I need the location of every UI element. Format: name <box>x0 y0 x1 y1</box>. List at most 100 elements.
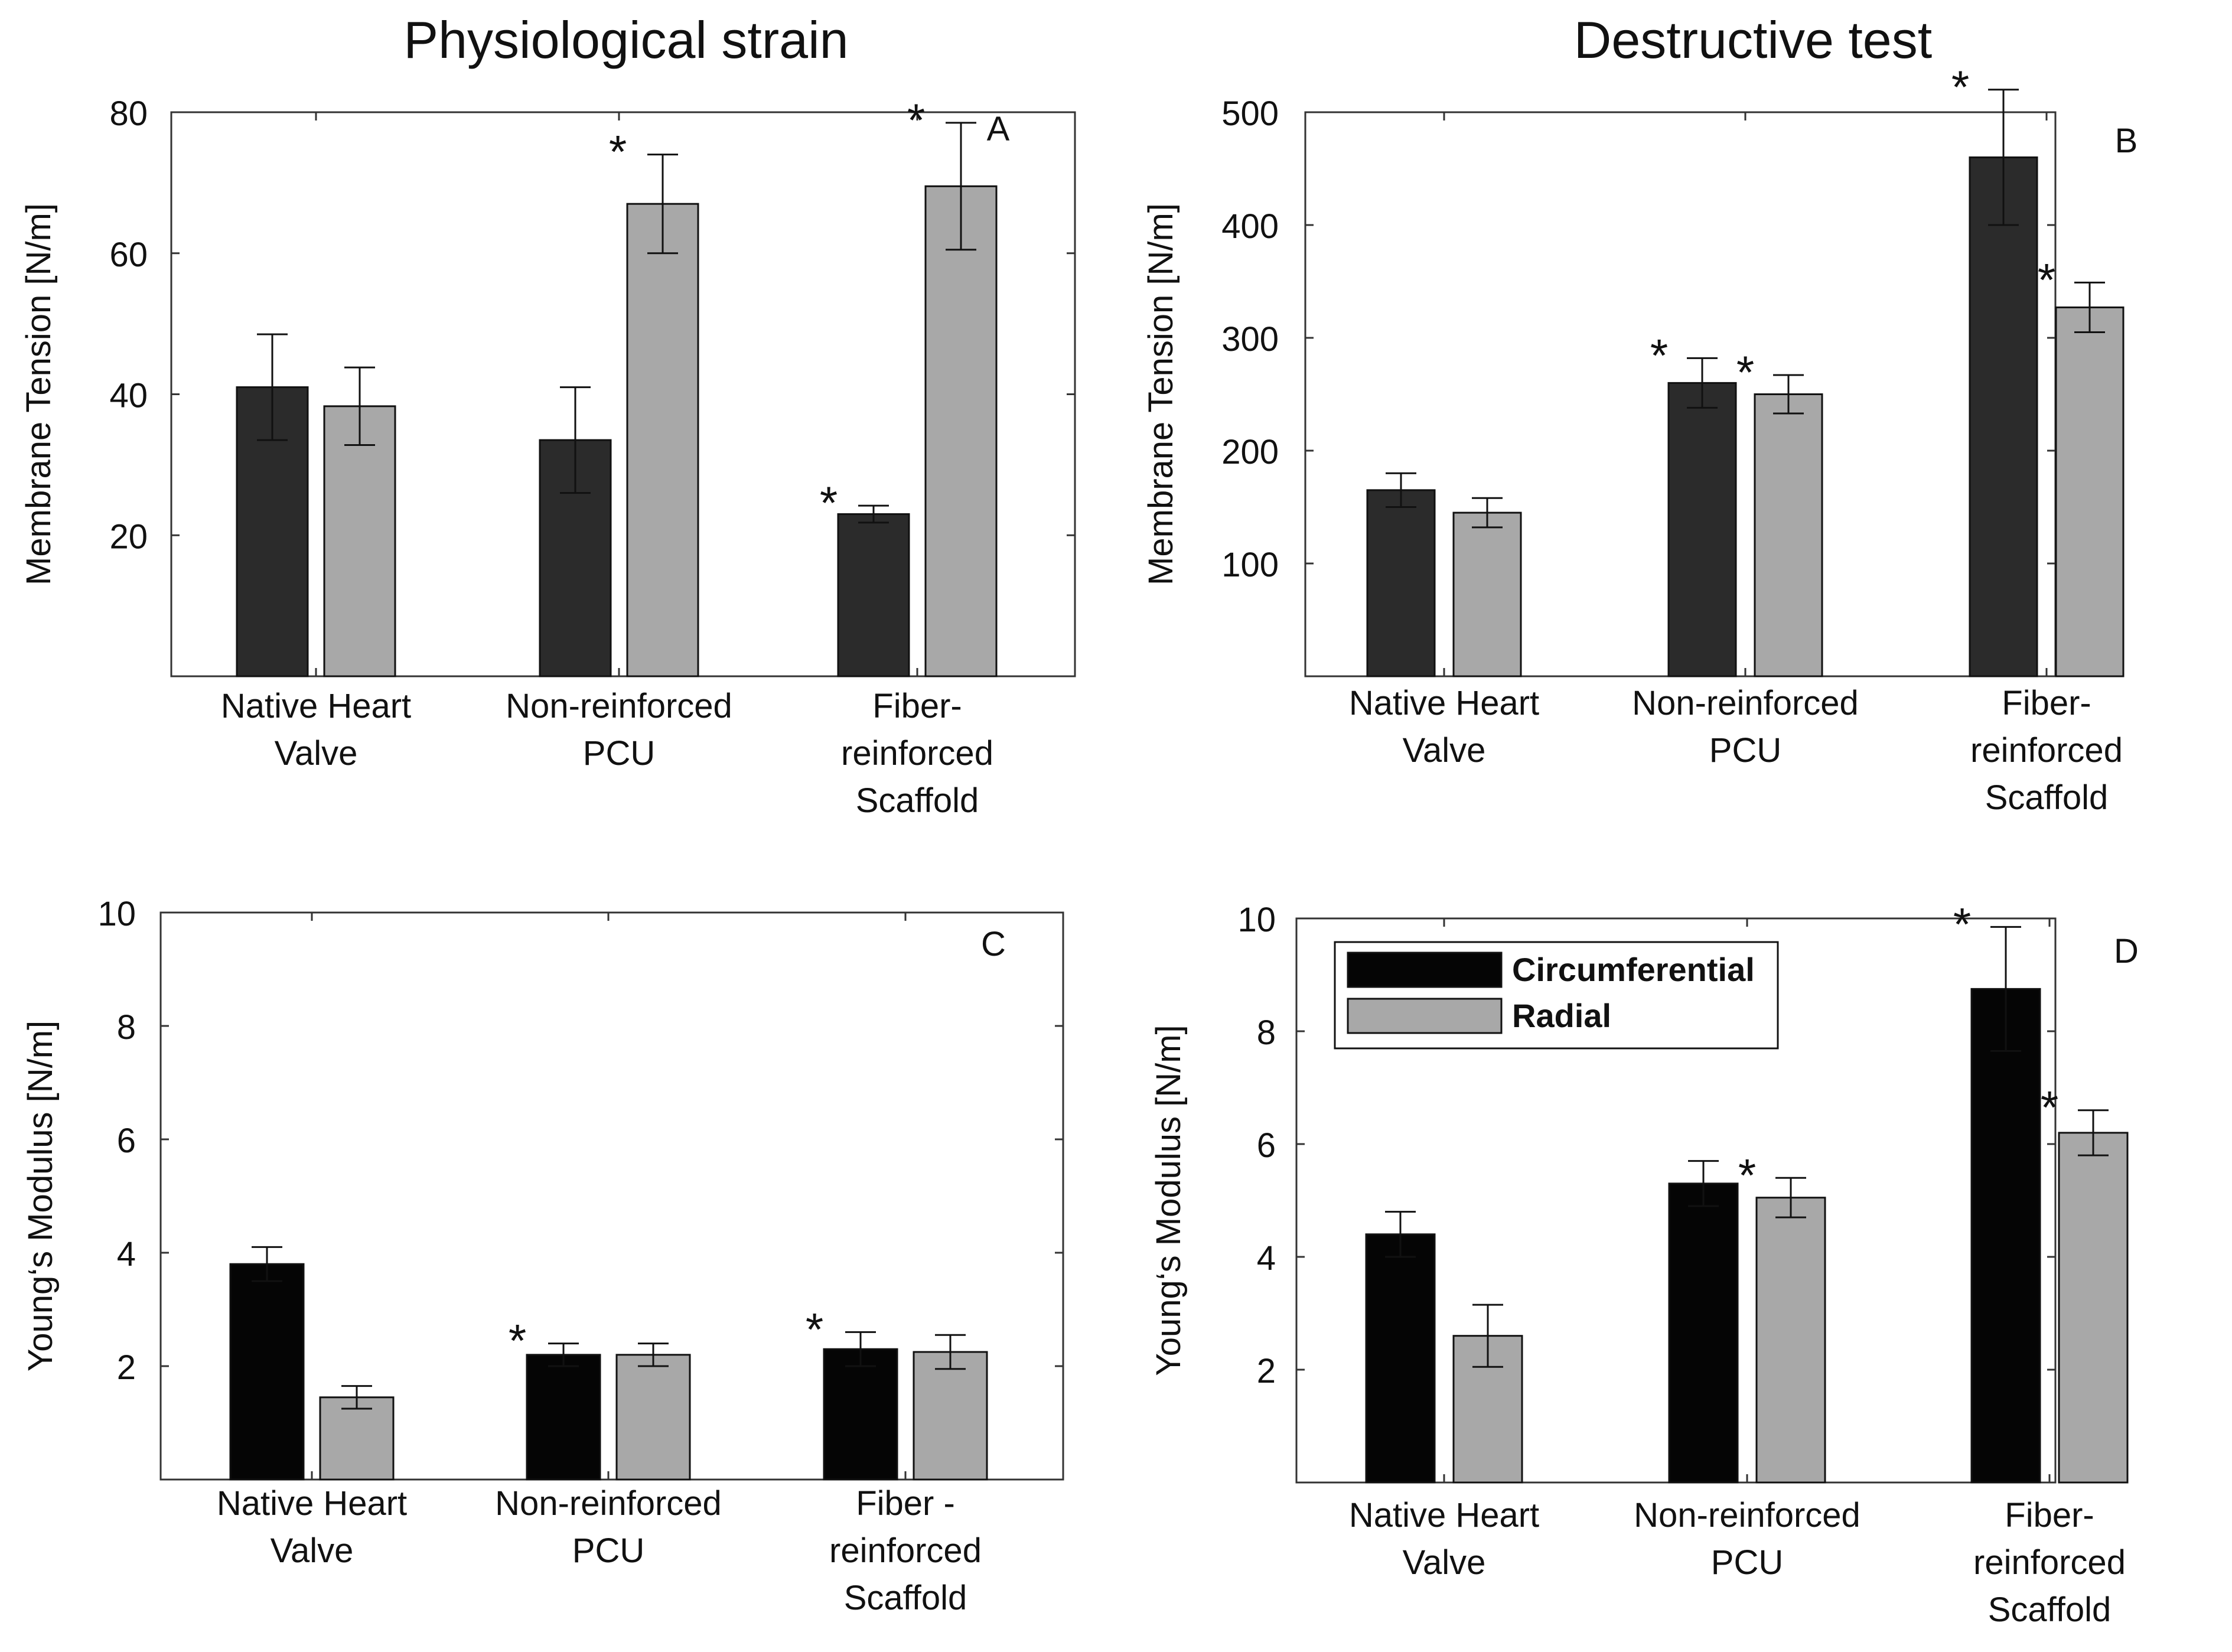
y-axis-label: Membrane Tension [N/m] <box>1142 203 1180 585</box>
y-tick-label: 40 <box>109 377 148 415</box>
bar-circumferential <box>1668 1182 1739 1484</box>
y-tick-label: 200 <box>1221 433 1279 471</box>
significance-star: * <box>609 126 627 178</box>
y-tick-label: 80 <box>109 95 148 133</box>
significance-star: * <box>1650 329 1668 381</box>
significance-star: * <box>1738 1149 1756 1201</box>
bar-circumferential <box>526 1354 601 1481</box>
category-label: reinforced <box>841 734 993 773</box>
bar-circumferential <box>837 513 910 677</box>
legend-swatch-radial <box>1347 998 1503 1034</box>
bar-radial <box>913 1351 988 1481</box>
bar-radial <box>2055 306 2125 677</box>
bar-circumferential <box>1365 1233 1436 1484</box>
category-label: Scaffold <box>1988 1591 2112 1629</box>
category-label: Fiber- <box>872 687 962 725</box>
bar-radial <box>1452 511 1522 677</box>
category-label: reinforced <box>829 1532 982 1570</box>
bar-radial <box>924 185 998 677</box>
y-axis-label: Young‘s Modulus [N/m] <box>1149 1025 1188 1376</box>
category-label: PCU <box>1709 731 1781 770</box>
category-label: Fiber - <box>856 1484 955 1523</box>
panel-d-destructive-youngs-modulus: 2 4 6 8 10 Young‘s Modulus [N/m] D * * * Native He… <box>1149 898 2139 1629</box>
panel-label: D <box>2114 932 2139 970</box>
significance-star: * <box>820 477 838 529</box>
legend-label-circumferential: Circumferential <box>1512 951 1755 988</box>
column-title-destructive: Destructive test <box>1574 11 1932 69</box>
category-label: PCU <box>572 1532 644 1570</box>
significance-star: * <box>509 1315 526 1367</box>
y-tick-label: 500 <box>1221 95 1279 133</box>
bar-radial <box>1755 1197 1826 1484</box>
category-label: reinforced <box>1973 1543 2126 1582</box>
y-tick-label: 4 <box>1257 1239 1276 1278</box>
category-label: Non-reinforced <box>495 1484 722 1523</box>
category-label: Non-reinforced <box>1632 684 1859 722</box>
y-tick-label: 2 <box>1257 1352 1276 1390</box>
category-label: Scaffold <box>1985 778 2109 817</box>
y-axis-label: Membrane Tension [N/m] <box>19 203 58 585</box>
y-tick-label: 100 <box>1221 546 1279 584</box>
panel-a-physiological-membrane-tension: 20 40 60 80 Membrane Tension [N/m] A * * * Native… <box>19 94 1076 820</box>
legend-swatch-circumferential <box>1347 952 1503 988</box>
significance-star: * <box>1951 61 1969 113</box>
panel-b-destructive-membrane-tension: 100 200 300 400 500 Membrane Tension [N/m] B * *… <box>1142 61 2137 817</box>
bar-radial <box>319 1396 395 1481</box>
bar-circumferential <box>1969 156 2038 677</box>
category-label: Scaffold <box>844 1579 967 1617</box>
category-label: Native Heart <box>217 1484 407 1523</box>
bar-radial <box>1754 393 1823 677</box>
y-tick-label: 400 <box>1221 207 1279 246</box>
bar-radial <box>626 203 699 677</box>
bar-circumferential <box>823 1348 898 1481</box>
category-label: reinforced <box>1970 731 2123 770</box>
significance-star: * <box>1953 898 1971 950</box>
y-tick-label: 60 <box>109 236 148 274</box>
significance-star: * <box>806 1303 823 1355</box>
category-label: Native Heart <box>1349 684 1539 722</box>
y-tick-label: 8 <box>1257 1014 1276 1052</box>
column-title-physiological: Physiological strain <box>403 11 848 69</box>
category-label: Valve <box>1403 1543 1486 1582</box>
bar-radial <box>615 1354 691 1481</box>
panel-c-physiological-youngs-modulus: 2 4 6 8 10 Young‘s Modulus [N/m] C * * Native Hea… <box>21 895 1064 1617</box>
y-tick-label: 4 <box>117 1235 136 1273</box>
y-tick-label: 8 <box>117 1008 136 1047</box>
panel-label: A <box>987 110 1010 148</box>
significance-star: * <box>1736 346 1754 398</box>
y-tick-label: 6 <box>1257 1126 1276 1165</box>
bar-radial <box>323 405 396 677</box>
y-tick-label: 10 <box>1237 901 1276 939</box>
y-tick-label: 20 <box>109 517 148 556</box>
category-label: Native Heart <box>1349 1496 1539 1534</box>
category-label: PCU <box>583 734 655 773</box>
bar-circumferential <box>1366 489 1436 677</box>
category-label: Valve <box>271 1532 354 1570</box>
significance-star: * <box>2041 1081 2058 1133</box>
category-label: PCU <box>1711 1543 1783 1582</box>
y-tick-label: 300 <box>1221 320 1279 359</box>
significance-star: * <box>907 94 925 146</box>
bar-circumferential <box>229 1263 305 1481</box>
y-axis-label: Young‘s Modulus [N/m] <box>21 1021 60 1371</box>
bar-circumferential <box>1667 382 1737 677</box>
category-label: Valve <box>1403 731 1486 770</box>
legend-label-radial: Radial <box>1512 997 1611 1034</box>
significance-star: * <box>2038 253 2055 305</box>
panel-label: B <box>2115 122 2138 160</box>
category-label: Valve <box>275 734 358 773</box>
panel-label: C <box>981 925 1006 963</box>
bar-circumferential <box>1970 988 2041 1484</box>
y-tick-label: 10 <box>97 895 136 933</box>
category-label: Non-reinforced <box>506 687 732 725</box>
y-tick-label: 2 <box>117 1348 136 1387</box>
category-label: Scaffold <box>856 781 979 820</box>
bar-radial <box>2058 1132 2129 1484</box>
y-tick-label: 6 <box>117 1122 136 1160</box>
category-label: Non-reinforced <box>1634 1496 1860 1534</box>
category-label: Fiber- <box>2002 684 2091 722</box>
plot-area-frame <box>159 911 1064 1481</box>
category-label: Native Heart <box>221 687 411 725</box>
